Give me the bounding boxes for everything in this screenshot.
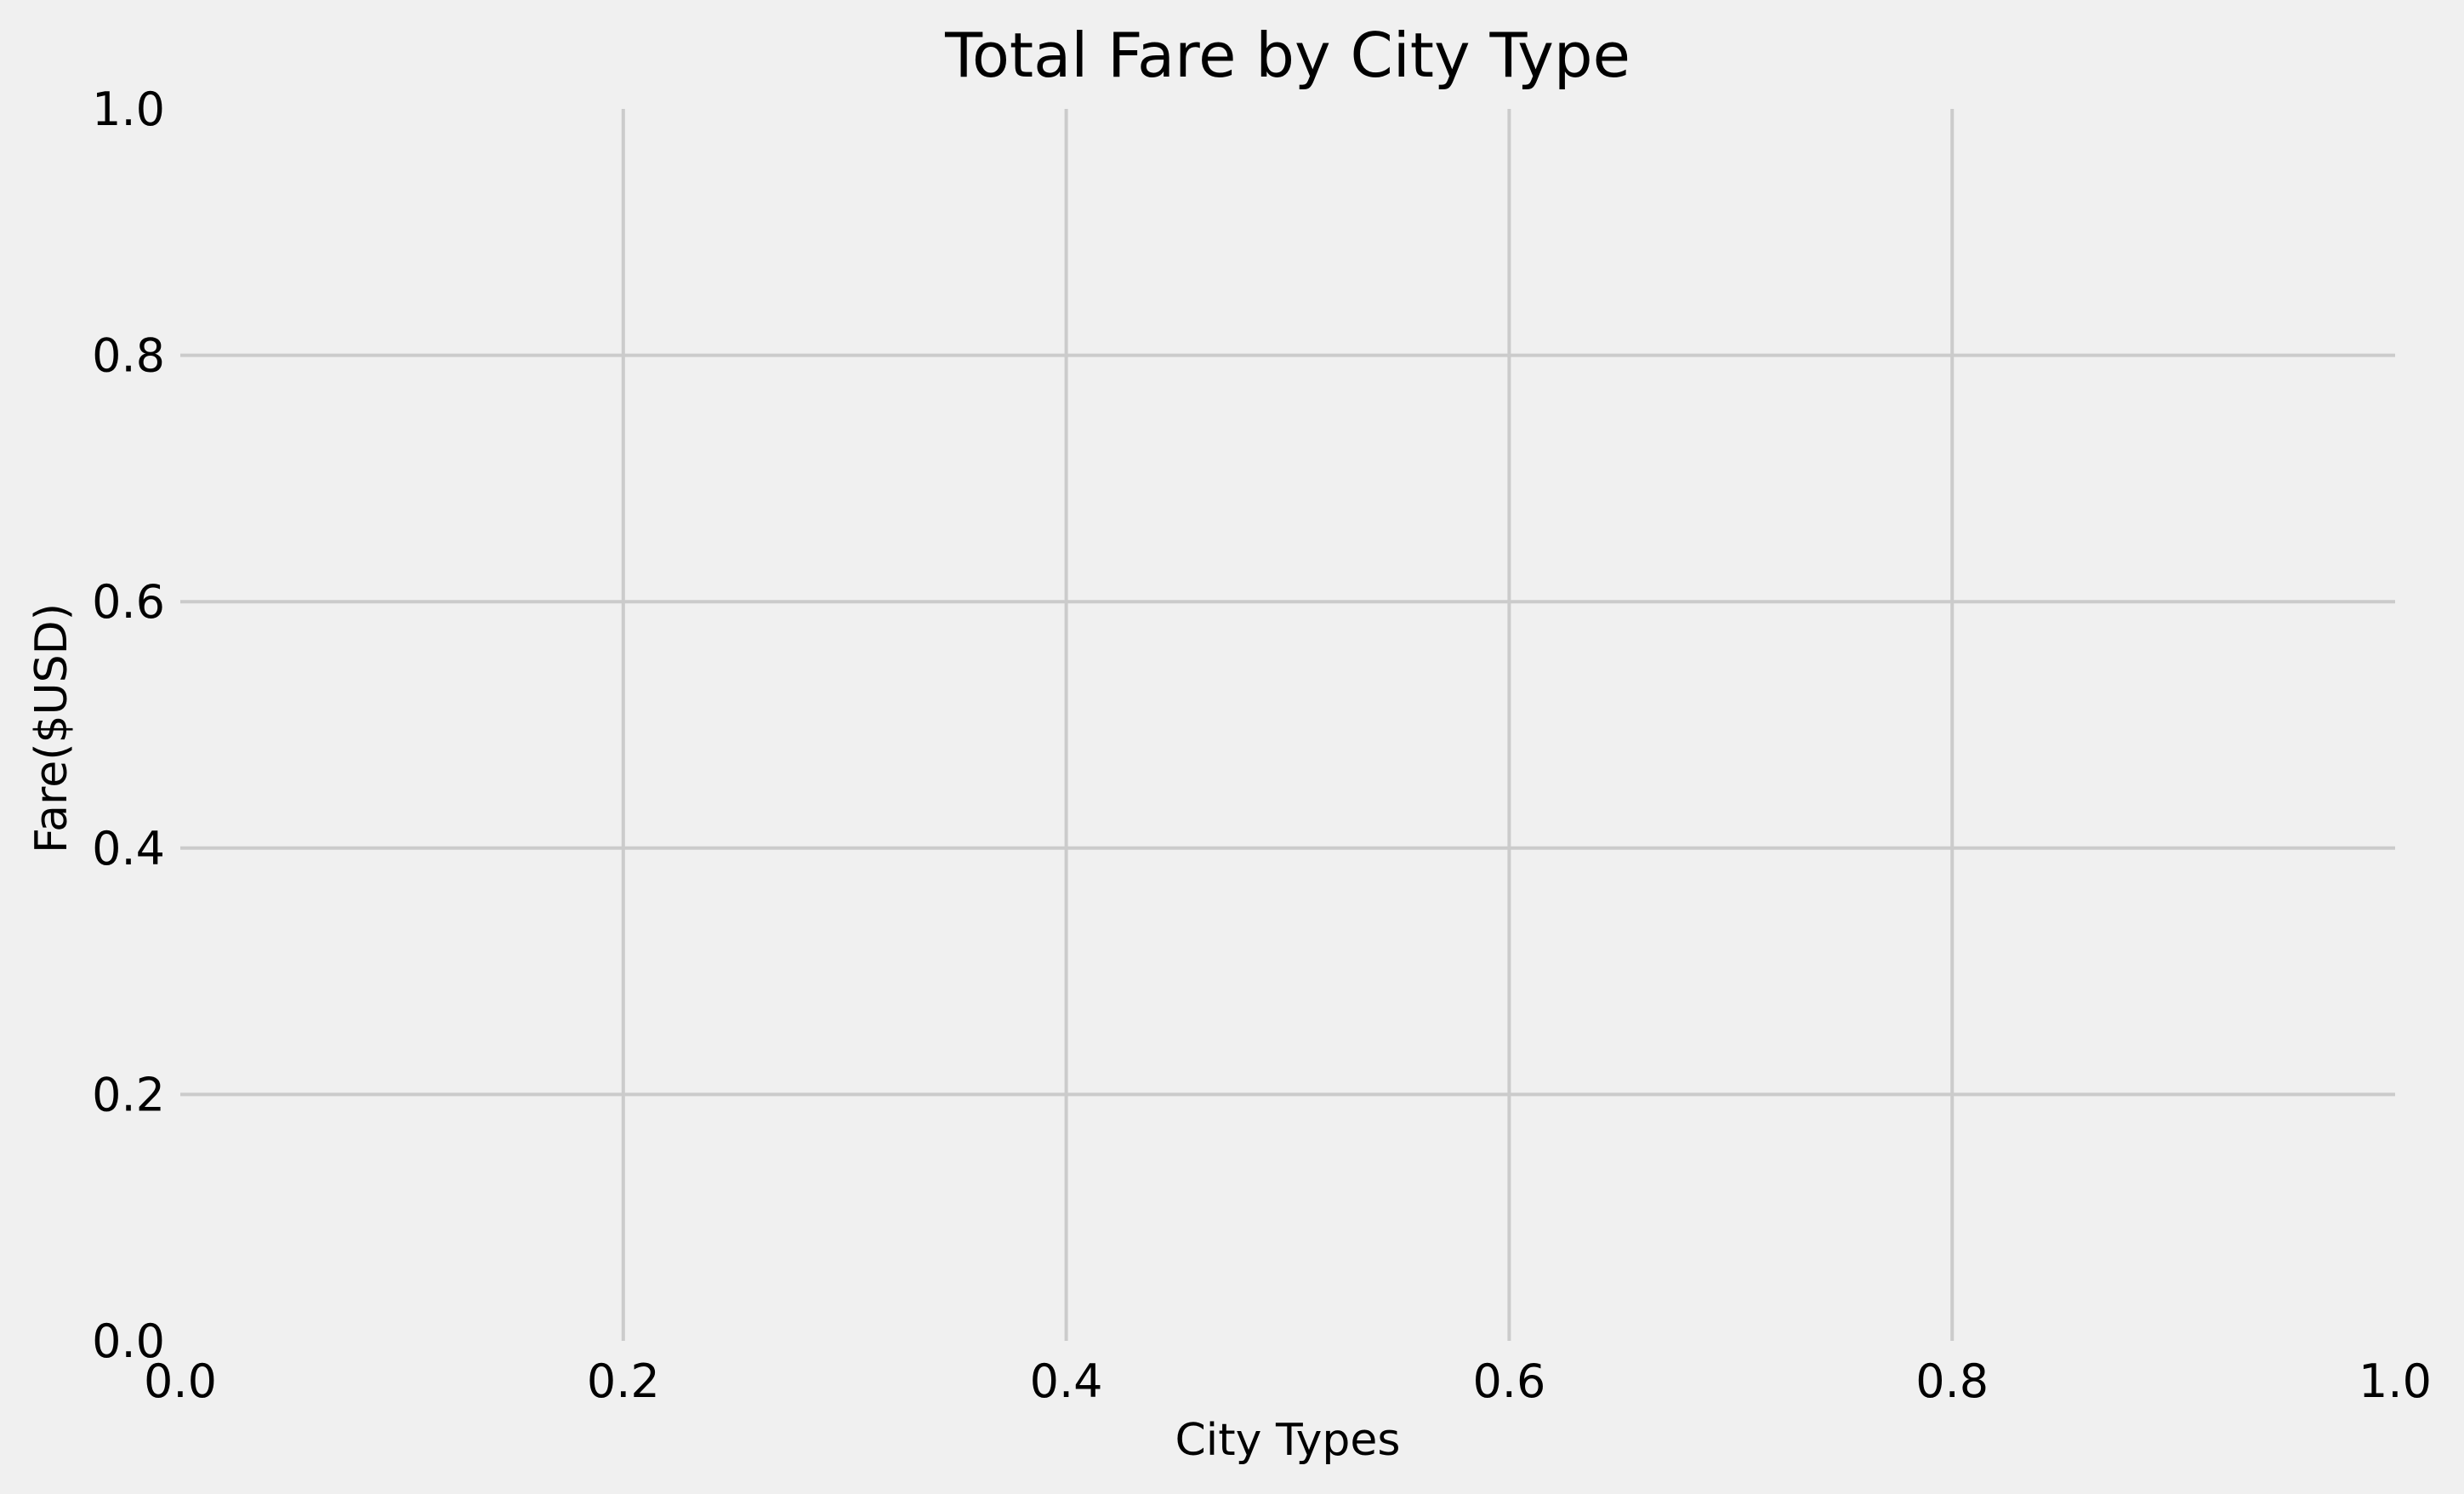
x-axis-label: City Types bbox=[1175, 1415, 1401, 1466]
x-tick-label: 1.0 bbox=[2359, 1354, 2432, 1408]
x-tick-label: 0.8 bbox=[1915, 1354, 1989, 1408]
tick-layer: 0.0 0.2 0.4 0.6 0.8 1.0 0.0 0.2 0.4 0.6 0.8 1.0 bbox=[92, 83, 2432, 1408]
x-tick-label: 0.6 bbox=[1472, 1354, 1545, 1408]
y-tick-label: 0.4 bbox=[92, 822, 165, 875]
y-axis-label: Fare($USD) bbox=[26, 603, 77, 853]
chart-title: Total Fare by City Type bbox=[944, 20, 1630, 91]
x-tick-label: 0.0 bbox=[144, 1354, 217, 1408]
y-tick-label: 0.8 bbox=[92, 329, 165, 383]
y-tick-label: 0.2 bbox=[92, 1068, 165, 1121]
x-tick-label: 0.2 bbox=[587, 1354, 660, 1408]
x-tick-label: 0.4 bbox=[1030, 1354, 1103, 1408]
grid-layer bbox=[180, 109, 2395, 1341]
y-tick-label: 1.0 bbox=[92, 83, 165, 136]
y-tick-label: 0.0 bbox=[92, 1314, 165, 1368]
y-tick-label: 0.6 bbox=[92, 575, 165, 629]
